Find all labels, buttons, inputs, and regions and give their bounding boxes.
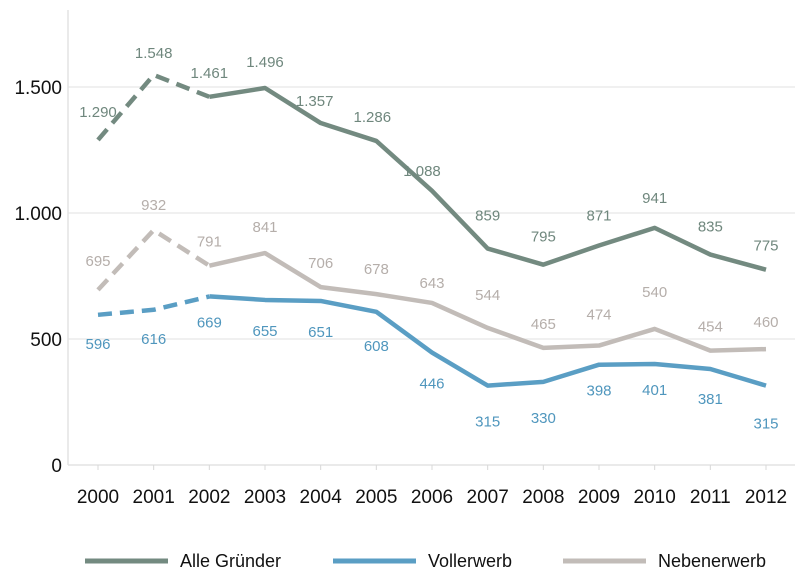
- data-label: 465: [531, 316, 556, 333]
- data-label: 932: [141, 197, 166, 214]
- x-tick-label: 2004: [300, 487, 343, 508]
- x-tick-label: 2000: [77, 487, 119, 508]
- data-label: 695: [85, 253, 110, 270]
- data-label: 398: [586, 383, 611, 400]
- data-label: 871: [586, 208, 611, 225]
- data-label: 454: [698, 319, 723, 336]
- x-tick-label: 2008: [522, 487, 564, 508]
- y-tick-label: 500: [30, 330, 62, 351]
- data-label: 401: [642, 382, 667, 399]
- data-label: 706: [308, 255, 333, 272]
- data-label: 1.461: [191, 65, 229, 82]
- x-tick-label: 2006: [411, 487, 453, 508]
- series-line-dashed-nebenerwerb: [96, 227, 211, 292]
- x-tick-label: 2010: [634, 487, 676, 508]
- x-tick-label: 2012: [745, 487, 787, 508]
- legend-label: Nebenerwerb: [658, 551, 766, 571]
- data-label: 1.548: [135, 45, 173, 62]
- legend-label: Alle Gründer: [180, 551, 281, 571]
- data-label: 775: [753, 238, 778, 255]
- x-tick-label: 2005: [355, 487, 397, 508]
- x-tick-label: 2011: [690, 487, 731, 508]
- data-label: 655: [252, 323, 277, 340]
- data-label: 1.088: [403, 163, 441, 180]
- x-tick-label: 2009: [578, 487, 620, 508]
- x-tick-label: 2003: [244, 487, 286, 508]
- data-labels: 1.290 1.548 1.461 1.496 1.357 1.286 1.088 859 79…: [79, 45, 778, 433]
- data-label: 446: [419, 376, 444, 393]
- series-line-dashed-alle-gr-nder: [96, 72, 211, 142]
- data-label: 941: [642, 190, 667, 207]
- x-tick-label: 2002: [188, 487, 230, 508]
- data-label: 1.286: [354, 109, 392, 126]
- data-label: 859: [475, 208, 500, 225]
- data-label: 544: [475, 287, 500, 304]
- data-label: 678: [364, 261, 389, 278]
- x-tick-label: 2007: [467, 487, 509, 508]
- x-tick-labels: 2000 2001 2002 2003 2004 2005 2006 2007 2008 2009…: [77, 465, 787, 508]
- data-label: 841: [252, 219, 277, 236]
- y-tick-label: 1.000: [14, 204, 62, 225]
- data-label: 596: [85, 336, 110, 353]
- series-line-vollerwerb: [209, 294, 767, 388]
- data-label: 315: [475, 414, 500, 431]
- data-label: 608: [364, 338, 389, 355]
- legend: Alle Gründer Vollerwerb Nebenerwerb: [85, 551, 766, 571]
- data-label: 643: [419, 275, 444, 292]
- data-label: 835: [698, 219, 723, 236]
- data-label: 795: [531, 229, 556, 246]
- data-label: 616: [141, 331, 166, 348]
- y-tick-label: 1.500: [14, 78, 62, 99]
- data-label: 474: [586, 307, 611, 324]
- series-line-nebenerwerb: [208, 250, 767, 353]
- data-label: 1.496: [246, 54, 284, 71]
- data-label: 315: [753, 416, 778, 433]
- legend-label: Vollerwerb: [428, 551, 512, 571]
- data-label: 540: [642, 284, 667, 301]
- data-label: 330: [531, 410, 556, 427]
- data-label: 669: [197, 314, 222, 331]
- x-tick-label: 2001: [133, 487, 175, 508]
- data-label: 651: [308, 324, 333, 341]
- series-lines: [96, 72, 767, 388]
- data-label: 460: [753, 314, 778, 331]
- y-tick-label: 0: [51, 456, 62, 477]
- series-line-alle-gr-nder: [208, 85, 767, 272]
- data-label: 791: [197, 234, 222, 251]
- data-label: 1.290: [79, 104, 117, 121]
- data-label: 1.357: [296, 93, 334, 110]
- series-line-dashed-vollerwerb: [97, 294, 210, 318]
- data-label: 381: [698, 391, 723, 408]
- y-tick-labels: 0 500 1.000 1.500: [14, 78, 62, 477]
